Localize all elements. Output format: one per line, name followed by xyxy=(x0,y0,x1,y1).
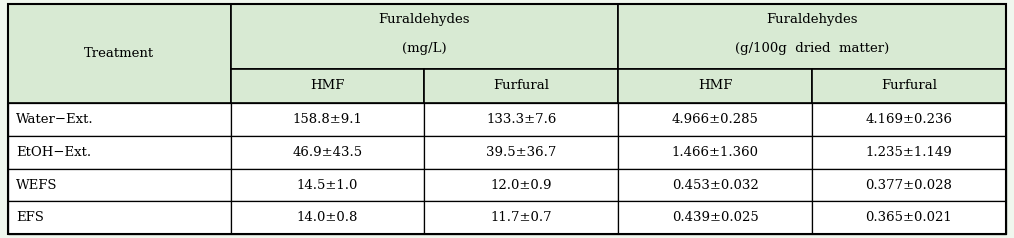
Bar xyxy=(812,103,1006,136)
Text: WEFS: WEFS xyxy=(16,178,58,192)
Text: 1.235±1.149: 1.235±1.149 xyxy=(866,146,952,159)
Text: HMF: HMF xyxy=(310,79,345,92)
Bar xyxy=(619,4,1006,69)
Bar xyxy=(230,69,425,103)
Text: 14.5±1.0: 14.5±1.0 xyxy=(297,178,358,192)
Bar xyxy=(230,136,425,169)
Text: Furfural: Furfural xyxy=(881,79,937,92)
Bar xyxy=(619,169,812,202)
Text: 0.439±0.025: 0.439±0.025 xyxy=(672,211,758,224)
Bar xyxy=(619,136,812,169)
Text: 46.9±43.5: 46.9±43.5 xyxy=(292,146,363,159)
Bar xyxy=(230,169,425,202)
Bar xyxy=(8,202,230,234)
Text: 4.966±0.285: 4.966±0.285 xyxy=(671,113,758,126)
Text: EtOH−Ext.: EtOH−Ext. xyxy=(16,146,91,159)
Text: 133.3±7.6: 133.3±7.6 xyxy=(486,113,557,126)
Bar xyxy=(425,202,619,234)
Text: HMF: HMF xyxy=(698,79,732,92)
Bar xyxy=(8,103,230,136)
Text: Furfural: Furfural xyxy=(494,79,550,92)
Bar xyxy=(812,69,1006,103)
Text: 0.377±0.028: 0.377±0.028 xyxy=(866,178,952,192)
Bar xyxy=(425,69,619,103)
Bar xyxy=(8,136,230,169)
Bar xyxy=(619,103,812,136)
Text: Water−Ext.: Water−Ext. xyxy=(16,113,94,126)
Text: Furaldehydes: Furaldehydes xyxy=(378,13,470,26)
Text: 1.466±1.360: 1.466±1.360 xyxy=(671,146,758,159)
Bar xyxy=(425,103,619,136)
Text: Furaldehydes: Furaldehydes xyxy=(767,13,858,26)
Bar xyxy=(619,202,812,234)
Text: (mg/L): (mg/L) xyxy=(403,42,447,55)
Bar xyxy=(230,4,619,69)
Text: Treatment: Treatment xyxy=(84,47,154,60)
Text: 158.8±9.1: 158.8±9.1 xyxy=(293,113,362,126)
Text: 4.169±0.236: 4.169±0.236 xyxy=(866,113,952,126)
Text: EFS: EFS xyxy=(16,211,44,224)
Bar xyxy=(425,169,619,202)
Bar xyxy=(425,136,619,169)
Text: 11.7±0.7: 11.7±0.7 xyxy=(491,211,553,224)
Bar xyxy=(230,202,425,234)
Bar xyxy=(8,4,230,103)
Text: 14.0±0.8: 14.0±0.8 xyxy=(297,211,358,224)
Text: 0.365±0.021: 0.365±0.021 xyxy=(866,211,952,224)
Text: 12.0±0.9: 12.0±0.9 xyxy=(491,178,552,192)
Bar xyxy=(812,136,1006,169)
Text: (g/100g  dried  matter): (g/100g dried matter) xyxy=(735,42,889,55)
Bar xyxy=(8,169,230,202)
Text: 39.5±36.7: 39.5±36.7 xyxy=(486,146,557,159)
Bar xyxy=(619,69,812,103)
Bar xyxy=(230,103,425,136)
Bar xyxy=(812,202,1006,234)
Text: 0.453±0.032: 0.453±0.032 xyxy=(672,178,758,192)
Bar xyxy=(812,169,1006,202)
